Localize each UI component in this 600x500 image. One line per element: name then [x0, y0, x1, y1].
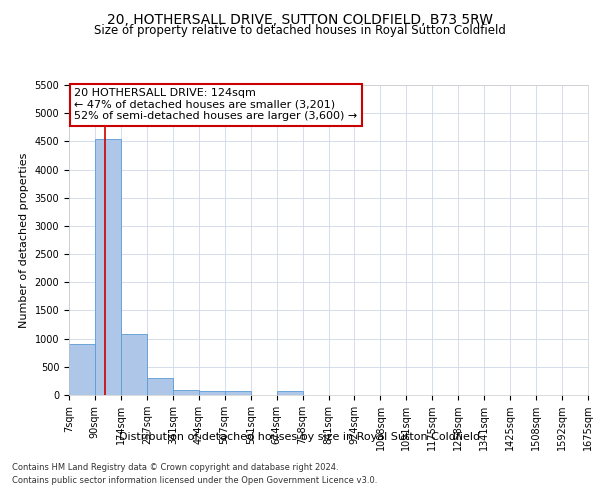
- Bar: [121, 334, 147, 395]
- Bar: [95, 138, 121, 395]
- Text: Contains HM Land Registry data © Crown copyright and database right 2024.: Contains HM Land Registry data © Crown c…: [12, 462, 338, 471]
- Y-axis label: Number of detached properties: Number of detached properties: [19, 152, 29, 328]
- Bar: [69, 344, 95, 395]
- Text: Distribution of detached houses by size in Royal Sutton Coldfield: Distribution of detached houses by size …: [119, 432, 481, 442]
- Text: Contains public sector information licensed under the Open Government Licence v3: Contains public sector information licen…: [12, 476, 377, 485]
- Bar: [199, 392, 224, 395]
- Text: Size of property relative to detached houses in Royal Sutton Coldfield: Size of property relative to detached ho…: [94, 24, 506, 37]
- Bar: [277, 392, 302, 395]
- Text: 20, HOTHERSALL DRIVE, SUTTON COLDFIELD, B73 5RW: 20, HOTHERSALL DRIVE, SUTTON COLDFIELD, …: [107, 12, 493, 26]
- Text: 20 HOTHERSALL DRIVE: 124sqm
← 47% of detached houses are smaller (3,201)
52% of : 20 HOTHERSALL DRIVE: 124sqm ← 47% of det…: [74, 88, 358, 122]
- Bar: [147, 378, 173, 395]
- Bar: [224, 392, 251, 395]
- Bar: [173, 390, 199, 395]
